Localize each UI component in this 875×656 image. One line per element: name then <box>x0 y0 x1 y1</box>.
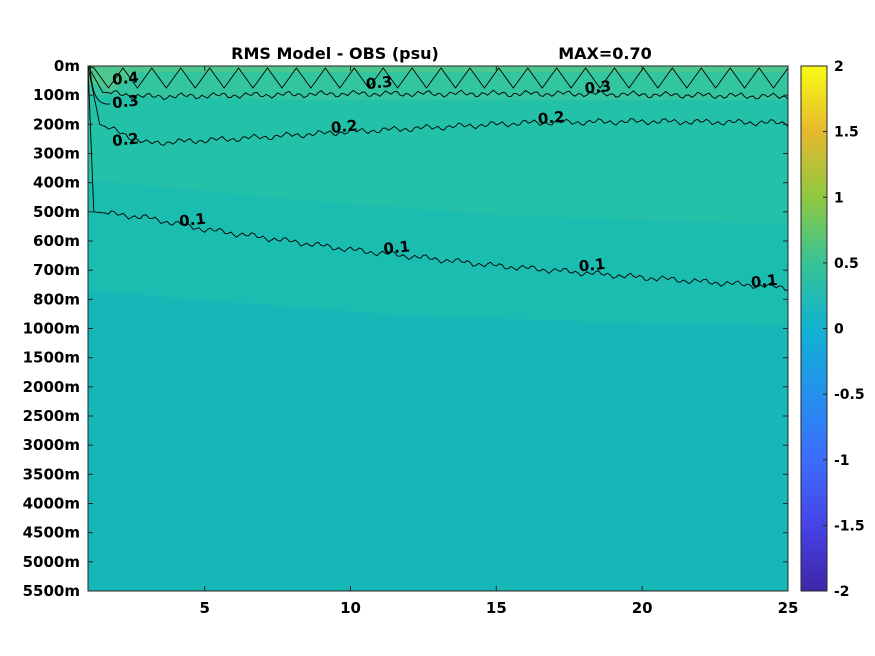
contour-label: 0.3 <box>584 77 612 98</box>
y-tick-label: 3500m <box>23 465 80 483</box>
contour-label: 0.1 <box>578 255 606 276</box>
contour-label: 0.1 <box>178 210 206 231</box>
contour-label: 0.1 <box>382 237 410 258</box>
colorbar-tick-label: 0 <box>834 322 844 338</box>
y-tick-label: 800m <box>33 290 80 308</box>
colorbar-tick-label: -0.5 <box>834 387 865 403</box>
contour-lines <box>88 66 788 291</box>
contour-line <box>89 66 111 105</box>
y-tick-label: 1500m <box>23 349 80 367</box>
y-tick-label: 0m <box>54 57 80 75</box>
y-tick-label: 600m <box>33 232 80 250</box>
contour-label: 0.2 <box>537 108 565 129</box>
y-tick-label: 4500m <box>23 524 80 542</box>
colorbar-ticks: 2 1.5 1 0.5 0 -0.5 -1 -1.5 -2 <box>823 59 865 600</box>
y-tick-label: 100m <box>33 86 80 104</box>
y-tick-label: 1000m <box>23 320 80 338</box>
colorbar-tick-label: 2 <box>834 59 844 75</box>
colorbar-tick-label: 0.5 <box>834 256 859 272</box>
contour-label: 0.1 <box>750 271 778 292</box>
colorbar <box>800 65 828 592</box>
x-tick-label: 15 <box>486 599 507 617</box>
y-tick-label: 200m <box>33 115 80 133</box>
y-tick-label: 300m <box>33 145 80 163</box>
colorbar-tick-label: -2 <box>834 584 850 600</box>
colorbar-tick-label: -1 <box>834 453 850 469</box>
y-tick-label: 3000m <box>23 436 80 454</box>
contour-line <box>88 66 788 291</box>
colorbar-tick-label: -1.5 <box>834 518 865 534</box>
y-tick-label: 500m <box>33 203 80 221</box>
max-annotation: MAX=0.70 <box>558 44 652 63</box>
y-tick-label: 5500m <box>23 582 80 600</box>
y-tick-label: 2000m <box>23 378 80 396</box>
x-axis: 5 10 15 20 25 <box>199 66 798 617</box>
y-tick-label: 4000m <box>23 495 80 513</box>
contour-label: 0.2 <box>111 129 139 150</box>
contour-label: 0.3 <box>365 73 393 94</box>
y-tick-label: 700m <box>33 261 80 279</box>
contour-line <box>88 66 788 89</box>
heatmap-band-2 <box>88 66 788 225</box>
chart-title: RMS Model - OBS (psu) <box>231 44 439 63</box>
y-axis: 0m 100m 200m 300m 400m 500m 600m 700m 800m 1000m 1… <box>23 57 788 600</box>
x-tick-label: 20 <box>632 599 653 617</box>
contour-label: 0.3 <box>111 92 139 113</box>
y-tick-label: 2500m <box>23 407 80 425</box>
colorbar-tick-label: 1 <box>834 190 844 206</box>
y-tick-label: 5000m <box>23 553 80 571</box>
x-tick-label: 5 <box>199 599 209 617</box>
contour-label: 0.4 <box>111 68 139 89</box>
heatmap-band-4 <box>88 66 788 92</box>
contour-label: 0.2 <box>330 116 358 137</box>
contour-labels: 0.4 0.3 0.3 0.3 0.2 0.2 0.2 0.1 0.1 0.1 0.1 <box>111 68 778 291</box>
contour-line <box>88 66 788 101</box>
colorbar-tick-label: 1.5 <box>834 125 859 141</box>
contour-line <box>88 66 788 146</box>
y-tick-label: 400m <box>33 174 80 192</box>
x-tick-label: 10 <box>340 599 361 617</box>
x-tick-label: 25 <box>778 599 799 617</box>
heatmap: 0.4 0.3 0.3 0.3 0.2 0.2 0.2 0.1 0.1 0.1 0.1 <box>88 66 788 591</box>
